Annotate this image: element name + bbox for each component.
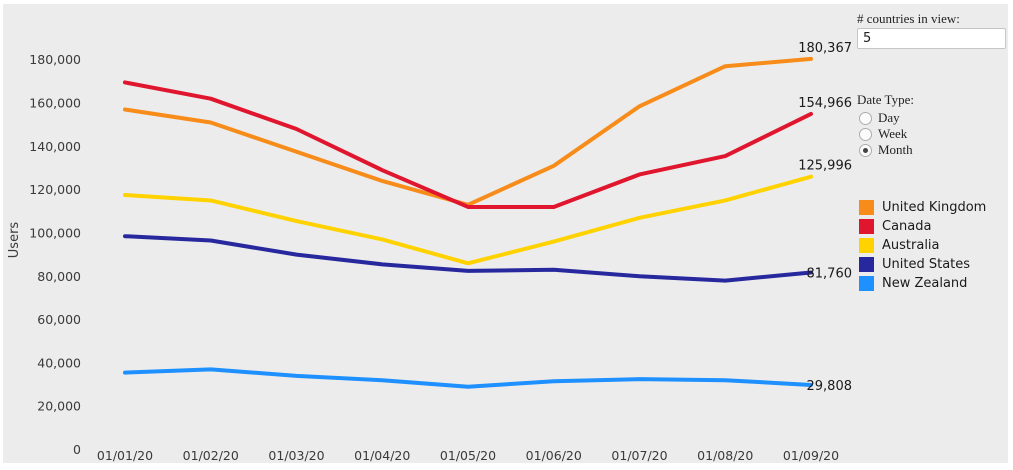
legend-item-canada: Canada bbox=[859, 217, 986, 236]
day-radio[interactable] bbox=[859, 111, 872, 125]
week-radio[interactable] bbox=[859, 127, 872, 141]
day-radio-label: Day bbox=[878, 110, 900, 125]
legend-item-united-kingdom: United Kingdom bbox=[859, 198, 986, 217]
end-value-label: 180,367 bbox=[798, 41, 852, 56]
month-radio-label: Month bbox=[878, 142, 913, 157]
y-tick-label: 120,000 bbox=[29, 182, 81, 197]
x-tick-label: 01/08/20 bbox=[697, 448, 753, 463]
countries-in-view-label: # countries in view: bbox=[857, 11, 960, 26]
y-tick-label: 20,000 bbox=[37, 399, 81, 414]
end-value-label: 125,996 bbox=[798, 159, 852, 174]
x-tick-label: 01/09/20 bbox=[783, 448, 839, 463]
y-tick-label: 80,000 bbox=[37, 269, 81, 284]
y-axis-title: Users bbox=[7, 222, 22, 259]
date-type-option-day[interactable]: Day bbox=[859, 110, 900, 126]
y-tick-label: 60,000 bbox=[37, 312, 81, 327]
countries-in-view-input[interactable] bbox=[857, 28, 1006, 49]
legend-label: New Zealand bbox=[882, 276, 968, 291]
date-type-label: Date Type: bbox=[857, 92, 914, 107]
line-united-states bbox=[123, 234, 813, 283]
legend-label: United States bbox=[882, 257, 971, 272]
line-new-zealand bbox=[123, 367, 813, 389]
controls-panel: # countries in view: Date Type: Day Week… bbox=[855, 4, 1008, 463]
chart-legend: United Kingdom Canada Australia United S… bbox=[859, 198, 986, 293]
legend-item-australia: Australia bbox=[859, 236, 986, 255]
y-tick-label: 0 bbox=[73, 442, 81, 457]
y-tick-label: 140,000 bbox=[29, 139, 81, 154]
users-line-chart: 0 20,000 40,000 60,000 80,000 100,000 120,000 1… bbox=[7, 41, 853, 463]
date-type-option-week[interactable]: Week bbox=[859, 126, 907, 142]
x-tick-label: 01/04/20 bbox=[354, 448, 410, 463]
end-value-label: 29,808 bbox=[807, 379, 853, 394]
united-kingdom-swatch-icon bbox=[859, 200, 874, 215]
week-radio-label: Week bbox=[878, 126, 908, 141]
legend-item-united-states: United States bbox=[859, 255, 986, 274]
y-tick-label: 100,000 bbox=[29, 225, 81, 240]
line-canada bbox=[123, 80, 813, 209]
x-tick-label: 01/05/20 bbox=[440, 448, 496, 463]
y-tick-label: 160,000 bbox=[29, 96, 81, 111]
line-australia bbox=[123, 174, 813, 266]
legend-item-new-zealand: New Zealand bbox=[859, 274, 986, 293]
x-tick-label: 01/01/20 bbox=[97, 448, 153, 463]
legend-label: United Kingdom bbox=[882, 200, 987, 215]
united-states-swatch-icon bbox=[859, 257, 874, 272]
x-tick-label: 01/03/20 bbox=[268, 448, 324, 463]
x-tick-label: 01/07/20 bbox=[611, 448, 667, 463]
end-value-label: 154,966 bbox=[798, 96, 852, 111]
date-type-option-month[interactable]: Month bbox=[859, 142, 913, 158]
y-tick-label: 40,000 bbox=[37, 355, 81, 370]
legend-label: Canada bbox=[882, 219, 932, 234]
month-radio[interactable] bbox=[859, 143, 872, 157]
canada-swatch-icon bbox=[859, 219, 874, 234]
end-value-label: 81,760 bbox=[807, 266, 853, 281]
legend-label: Australia bbox=[882, 238, 940, 253]
new-zealand-swatch-icon bbox=[859, 276, 874, 291]
dashboard-canvas: 0 20,000 40,000 60,000 80,000 100,000 120,000 1… bbox=[3, 4, 1008, 463]
line-united-kingdom bbox=[123, 56, 813, 207]
australia-swatch-icon bbox=[859, 238, 874, 253]
x-tick-label: 01/02/20 bbox=[183, 448, 239, 463]
x-tick-label: 01/06/20 bbox=[526, 448, 582, 463]
y-tick-label: 180,000 bbox=[29, 52, 81, 67]
